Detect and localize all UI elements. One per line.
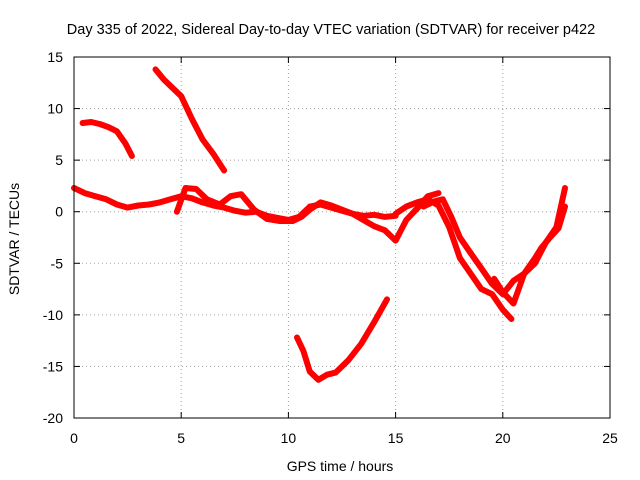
- y-tick-label: 5: [55, 152, 63, 168]
- series-line-arc-4: [152, 66, 228, 174]
- x-tick-label: 15: [388, 430, 404, 446]
- series-line-arc-5: [294, 296, 390, 383]
- x-axis-label: GPS time / hours: [287, 458, 394, 474]
- series-line-arc-2: [173, 185, 442, 244]
- x-tick-label: 25: [602, 430, 618, 446]
- y-tick-label: -10: [43, 307, 63, 323]
- x-tick-label: 10: [281, 430, 297, 446]
- y-axis-label: SDTVAR / TECUs: [6, 183, 22, 295]
- y-tick-label: -15: [43, 358, 63, 374]
- y-tick-label: 15: [47, 49, 63, 65]
- series-line-arc-3: [79, 119, 135, 159]
- data-series: [71, 66, 568, 383]
- tick-labels: 0 5 10 15 20 25 -20 -15 -10 -5 0 5 10 15: [43, 49, 618, 446]
- x-tick-label: 5: [177, 430, 185, 446]
- x-tick-label: 0: [70, 430, 78, 446]
- y-tick-label: 0: [55, 204, 63, 220]
- y-tick-label: -20: [43, 410, 63, 426]
- series-line-arc-6: [392, 196, 515, 322]
- chart-title: Day 335 of 2022, Sidereal Day-to-day VTE…: [67, 22, 595, 38]
- y-tick-label: 10: [47, 101, 63, 117]
- axis-ticks: [73, 56, 611, 419]
- series-line-arc-8: [491, 203, 568, 307]
- y-tick-label: -5: [51, 255, 64, 271]
- plot-border: [73, 56, 611, 419]
- x-tick-label: 20: [495, 430, 511, 446]
